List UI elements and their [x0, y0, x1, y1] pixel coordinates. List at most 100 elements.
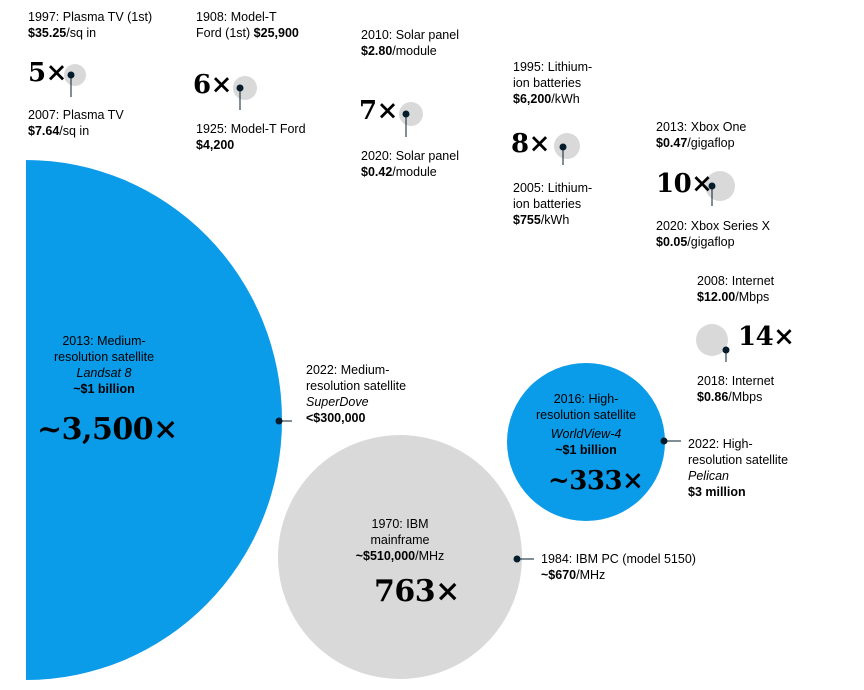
lithium-after-line-1: 2005: Lithium-	[513, 181, 593, 195]
plasma-bubble	[64, 64, 86, 86]
xbox-after-line: 2020: Xbox Series X	[656, 219, 770, 233]
modelt-multiple: 6×	[193, 70, 232, 100]
medsat-after-price: <$300,000	[306, 411, 366, 425]
hisat-before-line-2: resolution satellite	[535, 408, 637, 422]
dots	[67, 71, 730, 563]
plasma-after-unit: /sq in	[59, 124, 90, 138]
solar-after-unit: /module	[392, 165, 437, 179]
hisat-before-price: ~$1 billion	[555, 443, 617, 457]
hisat-after-italic: Pelican	[688, 469, 729, 483]
lithium-after-label: 2005: Lithium- ion batteries $755/kWh	[513, 180, 592, 228]
medsat-before-line-2: resolution satellite	[53, 350, 155, 364]
plasma-after-label: 2007: Plasma TV $7.64/sq in	[28, 107, 124, 139]
solar-after-line: 2020: Solar panel	[361, 149, 459, 163]
modelt-before-price: $25,900	[253, 26, 299, 40]
hisat-multiple: ~333×	[548, 466, 644, 496]
ibm-bubble	[278, 435, 522, 679]
xbox-before-price: $0.47	[656, 136, 688, 150]
medsat-multiple: ~3,500×	[37, 412, 178, 447]
solar-before-price: $2.80	[361, 44, 393, 58]
xbox-after-unit: /gigaflop	[687, 235, 735, 249]
xbox-after-price: $0.05	[656, 235, 688, 249]
ibm-multiple: 763×	[374, 574, 460, 609]
xbox-before-label: 2013: Xbox One $0.47/gigaflop	[656, 119, 746, 151]
internet-dot	[722, 346, 730, 354]
modelt-after-line: 1925: Model-T Ford	[196, 122, 306, 136]
solar-before-line: 2010: Solar panel	[361, 28, 459, 42]
hisat-after-price: $3 million	[688, 485, 746, 499]
internet-after-line: 2018: Internet	[697, 374, 775, 388]
ibm-before-unit: /MHz	[415, 549, 445, 563]
plasma-before-line: 1997: Plasma TV (1st)	[28, 10, 153, 24]
internet-bubble	[696, 324, 728, 356]
lithium-bubble	[554, 133, 580, 159]
solar-after-label: 2020: Solar panel $0.42/module	[361, 148, 459, 180]
solar-bubble	[399, 102, 423, 126]
hisat-dot	[660, 437, 668, 445]
solar-before-unit: /module	[392, 44, 437, 58]
solar-multiple: 7×	[359, 96, 398, 126]
internet-before-price: $12.00	[697, 290, 736, 304]
medsat-before-price: ~$1 billion	[73, 382, 135, 396]
plasma-before-price: $35.25	[28, 26, 67, 40]
medsat-after-line-2: resolution satellite	[306, 379, 407, 393]
internet-multiple: 14×	[738, 322, 795, 352]
ibm-before-line-1: 1970: IBM	[371, 517, 429, 531]
xbox-multiple: 10×	[656, 169, 713, 199]
lithium-after-unit: /kWh	[540, 213, 570, 227]
ibm-after-label: 1984: IBM PC (model 5150) ~$670/MHz	[541, 551, 696, 583]
ibm-after-line: 1984: IBM PC (model 5150)	[541, 552, 696, 566]
lithium-before-label: 1995: Lithium- ion batteries $6,200/kWh	[513, 59, 592, 107]
internet-before-line: 2008: Internet	[697, 274, 775, 288]
xbox-before-unit: /gigaflop	[687, 136, 735, 150]
ibm-after-price: ~$670	[541, 568, 577, 582]
solar-after-price: $0.42	[361, 165, 393, 179]
lithium-before-unit: /kWh	[551, 92, 580, 106]
xbox-before-line: 2013: Xbox One	[656, 120, 747, 134]
medsat-before-label: 2013: Medium- resolution satellite Lands…	[28, 333, 180, 397]
modelt-dot	[236, 84, 244, 92]
lithium-multiple: 8×	[511, 129, 550, 159]
ibm-after-unit: /MHz	[576, 568, 606, 582]
lithium-after-line-2: ion batteries	[513, 197, 582, 211]
hisat-after-line-2: resolution satellite	[688, 453, 789, 467]
medsat-after-italic: SuperDove	[306, 395, 369, 409]
ibm-dot	[513, 555, 521, 563]
medsat-after-line-1: 2022: Medium-	[306, 363, 390, 377]
internet-before-unit: /Mbps	[735, 290, 770, 304]
xbox-after-label: 2020: Xbox Series X $0.05/gigaflop	[656, 218, 770, 250]
modelt-bubble	[233, 76, 257, 100]
solar-before-label: 2010: Solar panel $2.80/module	[361, 27, 459, 59]
lithium-before-price: $6,200	[513, 92, 552, 106]
lithium-before-line-2: ion batteries	[513, 76, 582, 90]
modelt-before-line-1: 1908: Model-T	[196, 10, 277, 24]
internet-after-unit: /Mbps	[728, 390, 763, 404]
ibm-before-label: 1970: IBM mainframe ~$510,000/MHz	[330, 516, 470, 564]
internet-after-price: $0.86	[697, 390, 729, 404]
hisat-after-line-1: 2022: High-	[688, 437, 753, 451]
modelt-before-label: 1908: Model-T Ford (1st) $25,900	[196, 9, 299, 41]
lithium-dot	[559, 143, 567, 151]
medsat-after-label: 2022: Medium- resolution satellite Super…	[306, 362, 406, 426]
plasma-before-unit: /sq in	[66, 26, 97, 40]
modelt-before-line-2: Ford (1st)	[196, 26, 251, 40]
plasma-dot	[67, 71, 75, 79]
modelt-after-price: $4,200	[196, 138, 235, 152]
plasma-before-label: 1997: Plasma TV (1st) $35.25/sq in	[28, 9, 152, 41]
lithium-before-line-1: 1995: Lithium-	[513, 60, 593, 74]
plasma-after-price: $7.64	[28, 124, 60, 138]
ibm-before-price: ~$510,000	[355, 549, 416, 563]
hisat-before-line-1: 2016: High-	[553, 392, 619, 406]
medsat-before-italic: Landsat 8	[76, 366, 132, 380]
solar-dot	[402, 110, 410, 118]
lithium-after-price: $755	[513, 213, 541, 227]
hisat-before-label: 2016: High- resolution satellite WorldVi…	[512, 391, 660, 458]
hisat-bubble	[507, 363, 665, 521]
plasma-after-line: 2007: Plasma TV	[28, 108, 124, 122]
medsat-before-line-1: 2013: Medium-	[62, 334, 146, 348]
medsat-dot	[275, 417, 283, 425]
modelt-after-label: 1925: Model-T Ford $4,200	[196, 121, 306, 153]
plasma-multiple: 5×	[28, 58, 67, 88]
xbox-dot	[708, 182, 716, 190]
hisat-after-label: 2022: High- resolution satellite Pelican…	[688, 436, 788, 500]
